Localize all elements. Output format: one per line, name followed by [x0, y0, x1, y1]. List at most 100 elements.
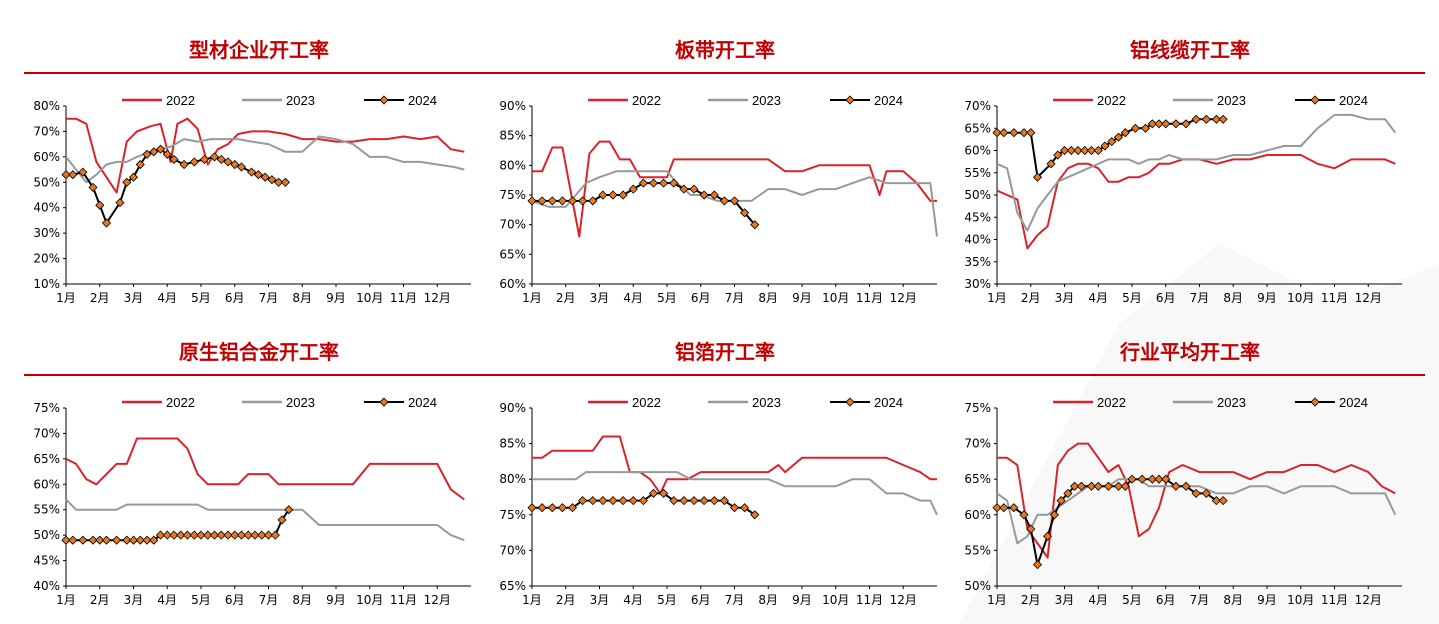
series-point-2024 — [1086, 481, 1097, 491]
series-point-2024 — [88, 535, 98, 545]
series-point-2024 — [992, 503, 1002, 513]
series-point-2024 — [216, 530, 226, 540]
series-point-2024 — [216, 154, 226, 164]
series-point-2024 — [209, 530, 220, 540]
series-point-2024 — [1103, 481, 1113, 491]
series-point-2024 — [618, 190, 628, 200]
series-point-2024 — [142, 149, 152, 159]
x-tick-label: 9月 — [1257, 593, 1277, 607]
series-point-2024 — [689, 184, 699, 194]
legend-label-2023: 2023 — [286, 395, 315, 410]
series-point-2024 — [1113, 481, 1124, 491]
series-point-2024 — [1127, 474, 1137, 484]
x-tick-label: 10月 — [822, 593, 849, 607]
x-tick-label: 4月 — [623, 593, 643, 607]
series-point-2024 — [189, 530, 199, 540]
series-point-2024 — [527, 503, 537, 513]
chart-panel-foil: 铝箔开工率 65% 70% 75% 80% 85% 90% 1月 2月 3月 4月 5月 6月 7月 8月… — [490, 336, 960, 616]
series-point-2024 — [68, 535, 78, 545]
title-rule — [955, 374, 1425, 376]
y-tick-label: 55% — [33, 503, 60, 517]
y-tick-label: 55% — [964, 166, 991, 180]
y-tick-label: 70% — [33, 124, 60, 138]
series-line-2023 — [65, 498, 465, 542]
series-point-2024 — [247, 167, 257, 177]
x-tick-label: 6月 — [1156, 593, 1176, 607]
series-point-2024 — [230, 159, 240, 170]
series-point-2024 — [608, 190, 618, 200]
series-point-2024 — [122, 177, 132, 187]
x-tick-label: 12月 — [890, 291, 917, 305]
series-point-2024 — [578, 196, 588, 206]
series-point-2024 — [169, 154, 179, 164]
y-tick-label: 80% — [499, 158, 526, 172]
y-tick-label: 75% — [499, 188, 526, 202]
series-point-2024 — [223, 157, 233, 167]
x-tick-label: 1月 — [56, 291, 76, 305]
x-tick-label: 4月 — [1088, 291, 1108, 305]
series-line-2022 — [532, 140, 937, 238]
series-point-2024 — [253, 170, 263, 180]
y-tick-label: 65% — [964, 121, 991, 135]
series-point-2024 — [1107, 137, 1117, 147]
series-line-2024 — [997, 118, 1224, 179]
x-tick-label: 6月 — [225, 593, 245, 607]
y-tick-label: 70% — [499, 218, 526, 232]
series-point-2024 — [1181, 481, 1191, 491]
series-point-2024 — [1113, 132, 1124, 142]
legend-marker-2024 — [845, 397, 855, 407]
y-tick-label: 65% — [499, 247, 526, 261]
chart-title: 板带开工率 — [675, 38, 775, 62]
y-tick-label: 60% — [33, 477, 60, 491]
series-point-2024 — [1120, 128, 1130, 138]
series-point-2024 — [659, 178, 669, 188]
series-point-2024 — [101, 218, 112, 228]
x-tick-label: 10月 — [356, 291, 383, 305]
series-point-2024 — [162, 530, 172, 540]
legend-label-2023: 2023 — [752, 395, 781, 410]
chart-title: 铝箔开工率 — [675, 340, 775, 364]
series-point-2024 — [547, 196, 557, 206]
series-point-2024 — [128, 172, 139, 182]
series-point-2024 — [729, 196, 740, 206]
y-tick-label: 75% — [499, 508, 526, 522]
legend-label-2024: 2024 — [1339, 395, 1368, 410]
legend-label-2023: 2023 — [1217, 395, 1246, 410]
series-point-2024 — [267, 175, 277, 185]
chart-panel-cable: 铝线缆开工率 30% 35% 40% 45% 50% 55% 60% 65% 70% 1月 2月 3月… — [955, 34, 1425, 314]
x-tick-label: 3月 — [1055, 593, 1075, 607]
x-tick-label: 10月 — [356, 593, 383, 607]
series-point-2024 — [1080, 145, 1090, 156]
x-tick-label: 8月 — [1223, 291, 1243, 305]
x-tick-label: 7月 — [259, 291, 279, 305]
x-tick-label: 9月 — [792, 291, 812, 305]
legend-label-2024: 2024 — [874, 395, 903, 410]
series-point-2024 — [699, 190, 709, 200]
series-point-2024 — [1130, 123, 1140, 133]
legend-label-2024: 2024 — [1339, 93, 1368, 108]
series-point-2024 — [1154, 474, 1164, 484]
series-point-2024 — [236, 530, 247, 540]
series-point-2024 — [78, 167, 88, 177]
title-rule — [24, 374, 494, 376]
x-tick-label: 5月 — [657, 593, 677, 607]
x-tick-label: 1月 — [56, 593, 76, 607]
y-tick-label: 75% — [964, 401, 991, 415]
y-tick-label: 70% — [499, 543, 526, 557]
y-tick-label: 60% — [499, 277, 526, 291]
series-line-2023 — [532, 471, 938, 516]
series-line-2022 — [997, 442, 1396, 559]
title-rule — [490, 374, 960, 376]
series-point-2024 — [628, 496, 638, 506]
x-tick-label: 10月 — [822, 291, 849, 305]
series-point-2024 — [176, 530, 186, 540]
y-tick-label: 35% — [964, 255, 991, 269]
legend-marker-2024 — [379, 397, 389, 407]
y-tick-label: 10% — [33, 277, 60, 291]
series-point-2024 — [1147, 119, 1157, 129]
x-tick-label: 3月 — [590, 291, 610, 305]
x-tick-label: 9月 — [326, 291, 346, 305]
series-point-2024 — [68, 170, 78, 180]
series-point-2024 — [209, 152, 220, 162]
series-point-2024 — [1049, 510, 1059, 520]
